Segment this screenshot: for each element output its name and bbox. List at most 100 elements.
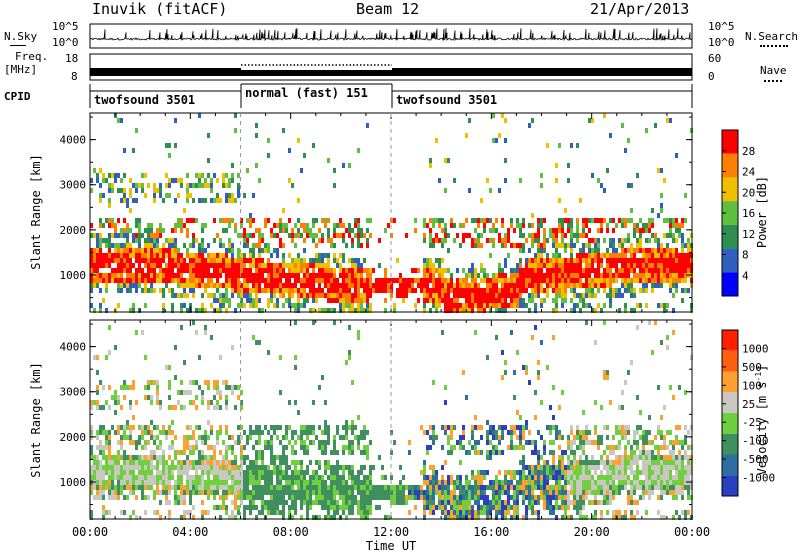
heatmap-cell [168, 425, 171, 430]
heatmap-cell [567, 480, 570, 485]
heatmap-cell [639, 455, 642, 460]
heatmap-cell [288, 283, 291, 288]
heatmap-cell [648, 475, 651, 480]
heatmap-cell [366, 455, 369, 460]
heatmap-cell [231, 163, 234, 168]
heatmap-cell [456, 288, 459, 293]
heatmap-cell [213, 460, 216, 465]
heatmap-cell [267, 440, 270, 445]
heatmap-cell [198, 490, 201, 495]
heatmap-cell [426, 505, 429, 510]
heatmap-cell [576, 430, 579, 435]
heatmap-cell [561, 465, 564, 470]
heatmap-cell [162, 490, 165, 495]
heatmap-cell [309, 228, 312, 233]
heatmap-cell [501, 268, 504, 273]
heatmap-cell [420, 283, 423, 288]
heatmap-cell [369, 278, 372, 283]
heatmap-cell [579, 253, 582, 258]
heatmap-cell [585, 278, 588, 283]
heatmap-cell [150, 400, 153, 405]
heatmap-cell [531, 510, 534, 515]
heatmap-cell [504, 303, 507, 308]
heatmap-cell [141, 435, 144, 440]
heatmap-cell [348, 268, 351, 273]
heatmap-cell [495, 288, 498, 293]
heatmap-cell [546, 143, 549, 148]
heatmap-cell [495, 335, 498, 340]
heatmap-cell [318, 495, 321, 500]
heatmap-cell [174, 375, 177, 380]
heatmap-cell [525, 505, 528, 510]
heatmap-cell [324, 440, 327, 445]
heatmap-cell [342, 308, 345, 313]
heatmap-cell [141, 258, 144, 263]
heatmap-cell [468, 283, 471, 288]
heatmap-cell [627, 268, 630, 273]
heatmap-cell [207, 258, 210, 263]
heatmap-cell [483, 490, 486, 495]
heatmap-cell [234, 258, 237, 263]
heatmap-cell [270, 253, 273, 258]
heatmap-cell [525, 515, 528, 520]
heatmap-cell [330, 308, 333, 313]
heatmap-cell [675, 238, 678, 243]
heatmap-cell [294, 500, 297, 505]
heatmap-cell [336, 470, 339, 475]
heatmap-cell [366, 283, 369, 288]
heatmap-cell [99, 288, 102, 293]
heatmap-cell [516, 410, 519, 415]
heatmap-cell [297, 273, 300, 278]
heatmap-cell [351, 303, 354, 308]
heatmap-cell [360, 510, 363, 515]
heatmap-cell [180, 500, 183, 505]
heatmap-cell [432, 223, 435, 228]
heatmap-cell [123, 480, 126, 485]
heatmap-cell [474, 288, 477, 293]
heatmap-cell [366, 515, 369, 520]
heatmap-cell [471, 495, 474, 500]
heatmap-cell [288, 515, 291, 520]
heatmap-cell [558, 263, 561, 268]
heatmap-cell [612, 450, 615, 455]
heatmap-cell [288, 268, 291, 273]
heatmap-cell [219, 218, 222, 223]
heatmap-cell [120, 510, 123, 515]
heatmap-cell [192, 278, 195, 283]
heatmap-cell [459, 303, 462, 308]
heatmap-cell [555, 485, 558, 490]
heatmap-cell [168, 380, 171, 385]
heatmap-cell [414, 268, 417, 273]
heatmap-cell [390, 490, 393, 495]
heatmap-cell [552, 495, 555, 500]
heatmap-cell [258, 450, 261, 455]
heatmap-cell [411, 490, 414, 495]
heatmap-cell [306, 515, 309, 520]
heatmap-cell [483, 228, 486, 233]
heatmap-cell [474, 445, 477, 450]
heatmap-cell [282, 283, 285, 288]
heatmap-cell [603, 450, 606, 455]
heatmap-cell [555, 495, 558, 500]
heatmap-cell [144, 273, 147, 278]
heatmap-cell [207, 485, 210, 490]
heatmap-cell [174, 435, 177, 440]
heatmap-cell [216, 258, 219, 263]
heatmap-cell [633, 253, 636, 258]
heatmap-cell [498, 485, 501, 490]
heatmap-cell [414, 303, 417, 308]
heatmap-cell [117, 470, 120, 475]
heatmap-cell [363, 288, 366, 293]
heatmap-cell [405, 233, 408, 238]
heatmap-cell [477, 425, 480, 430]
heatmap-cell [552, 233, 555, 238]
heatmap-cell [609, 243, 612, 248]
heatmap-cell [444, 425, 447, 430]
heatmap-cell [564, 495, 567, 500]
heatmap-cell [561, 293, 564, 298]
heatmap-cell [675, 153, 678, 158]
heatmap-cell [111, 495, 114, 500]
heatmap-cell [657, 283, 660, 288]
heatmap-cell [204, 248, 207, 253]
heatmap-cell [444, 288, 447, 293]
